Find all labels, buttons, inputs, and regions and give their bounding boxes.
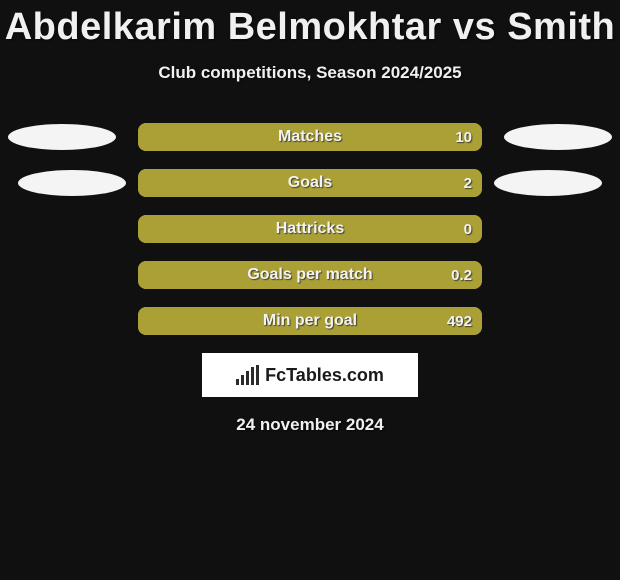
stat-value-right: 10 <box>455 123 472 151</box>
stat-label: Goals per match <box>138 261 482 289</box>
side-ellipse <box>504 124 612 150</box>
stat-label: Matches <box>138 123 482 151</box>
stat-rows-container: Matches10 Goals2 Hattricks0 Goals per match… <box>138 123 482 335</box>
subtitle: Club competitions, Season 2024/2025 <box>0 63 620 83</box>
stat-value-right: 492 <box>447 307 472 335</box>
logo-text: FcTables.com <box>265 365 384 386</box>
player2-name: Smith <box>507 6 615 48</box>
side-ellipse <box>8 124 116 150</box>
stat-value-right: 2 <box>464 169 472 197</box>
footer-date: 24 november 2024 <box>0 415 620 435</box>
logo-box[interactable]: FcTables.com <box>202 353 418 397</box>
stat-row: Goals per match0.2 <box>138 261 482 289</box>
stat-label: Hattricks <box>138 215 482 243</box>
side-ellipse <box>494 170 602 196</box>
side-ellipse <box>18 170 126 196</box>
stat-row: Goals2 <box>138 169 482 197</box>
stat-value-right: 0 <box>464 215 472 243</box>
stat-row: Hattricks0 <box>138 215 482 243</box>
comparison-title: Abdelkarim Belmokhtar vs Smith <box>0 0 620 49</box>
stat-row: Matches10 <box>138 123 482 151</box>
stats-stage: Matches10 Goals2 Hattricks0 Goals per match… <box>0 123 620 335</box>
stat-label: Goals <box>138 169 482 197</box>
bar-chart-icon <box>236 365 259 385</box>
stat-value-right: 0.2 <box>451 261 472 289</box>
player1-name: Abdelkarim Belmokhtar <box>5 6 442 48</box>
vs-separator: vs <box>453 6 496 48</box>
stat-row: Min per goal492 <box>138 307 482 335</box>
stat-label: Min per goal <box>138 307 482 335</box>
